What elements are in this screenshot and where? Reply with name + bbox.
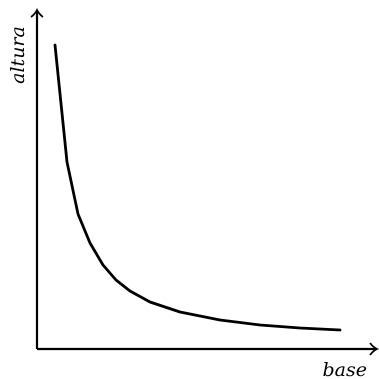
x-axis-label: base (323, 359, 368, 379)
curve (53, 43, 342, 332)
x-arrow (369, 342, 379, 356)
y-axis-label: altura (7, 26, 29, 84)
y-arrow (30, 7, 44, 18)
